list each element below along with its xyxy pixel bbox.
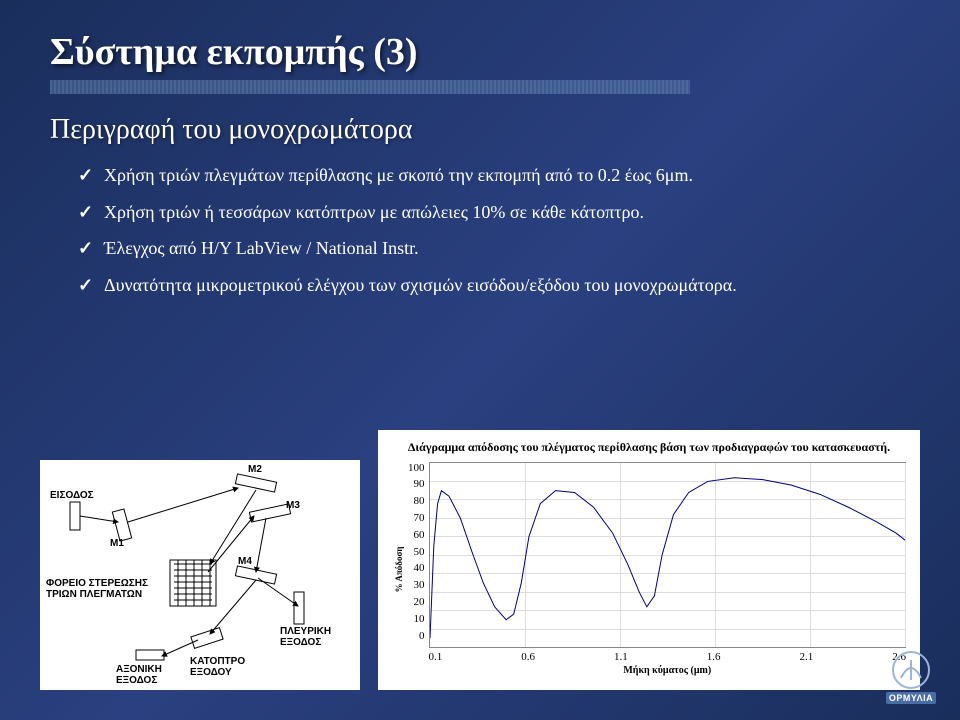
ytick: 20 [408,596,425,608]
logo-icon [891,650,931,690]
ytick: 60 [408,529,425,541]
title-underline [50,80,690,94]
lower-row: ΕΙΣΟΔΟΣ M1 M2 M3 M4 ΦΟΡΕΙΟ ΣΤΕΡΕΩΣΗΣ ΤΡΙ… [40,430,920,690]
logo-text: ΟΡΜΥΛΙΑ [886,692,936,704]
bullet-item: Έλεγχος από Η/Υ LabView / National Instr… [78,233,920,264]
chart-body: % Απόδοση 100 90 80 70 60 50 40 30 20 10… [392,462,906,676]
label-pleyriki: ΠΛΕΥΡΙΚΗ ΕΞΟΔΟΣ [280,626,331,648]
label-m4: M4 [238,556,252,567]
chart-title: Διάγραμμα απόδοσης του πλέγματος περίθλα… [392,440,906,456]
ytick: 30 [408,579,425,591]
xtick: 0.6 [521,651,535,663]
slide-subtitle: Περιγραφή του μονοχρωμάτορα [50,114,920,146]
ytick: 90 [408,478,425,490]
efficiency-chart: Διάγραμμα απόδοσης του πλέγματος περίθλα… [378,430,920,690]
label-katoptro: ΚΑΤΟΠΤΡΟ ΕΞΟΔΟΥ [190,656,245,678]
slide: Σύστημα εκπομπής (3) Περιγραφή του μονοχ… [0,0,960,720]
ytick: 100 [408,462,425,474]
ytick: 80 [408,495,425,507]
slide-title: Σύστημα εκπομπής (3) [50,30,920,74]
xtick: 1.6 [707,651,721,663]
bullet-item: Χρήση τριών πλεγμάτων περίθλασης με σκοπ… [78,160,920,191]
ytick: 70 [408,512,425,524]
bullet-item: Δυνατότητα μικρομετρικού ελέγχου των σχι… [78,270,920,301]
chart-yticks: 100 90 80 70 60 50 40 30 20 10 0 [406,462,429,642]
xtick: 2.1 [800,651,814,663]
ytick: 50 [408,546,425,558]
label-m2: M2 [248,464,262,475]
chart-ylabel: % Απόδοση [392,462,406,676]
label-m3: M3 [286,500,300,511]
logo: ΟΡΜΥΛΙΑ [876,650,946,710]
xtick: 0.1 [429,651,443,663]
monochromator-schematic: ΕΙΣΟΔΟΣ M1 M2 M3 M4 ΦΟΡΕΙΟ ΣΤΕΡΕΩΣΗΣ ΤΡΙ… [40,460,360,690]
label-foreio: ΦΟΡΕΙΟ ΣΤΕΡΕΩΣΗΣ ΤΡΙΩΝ ΠΛΕΓΜΑΤΩΝ [46,578,166,600]
ytick: 10 [408,613,425,625]
ytick: 40 [408,562,425,574]
chart-plot-area [429,462,907,648]
label-axoniki: ΑΞΟΝΙΚΗ ΕΞΟΔΟΣ [116,664,162,686]
label-m1: M1 [110,538,124,549]
bullet-item: Χρήση τριών ή τεσσάρων κατόπτρων με απώλ… [78,197,920,228]
xtick: 1.1 [614,651,628,663]
ytick: 0 [408,630,425,642]
chart-xticks: 0.1 0.6 1.1 1.6 2.1 2.6 [429,648,907,663]
bullet-list: Χρήση τριών πλεγμάτων περίθλασης με σκοπ… [78,160,920,300]
label-eisodos: ΕΙΣΟΔΟΣ [50,490,94,501]
chart-xlabel: Μήκη κύματος (μm) [429,665,907,676]
